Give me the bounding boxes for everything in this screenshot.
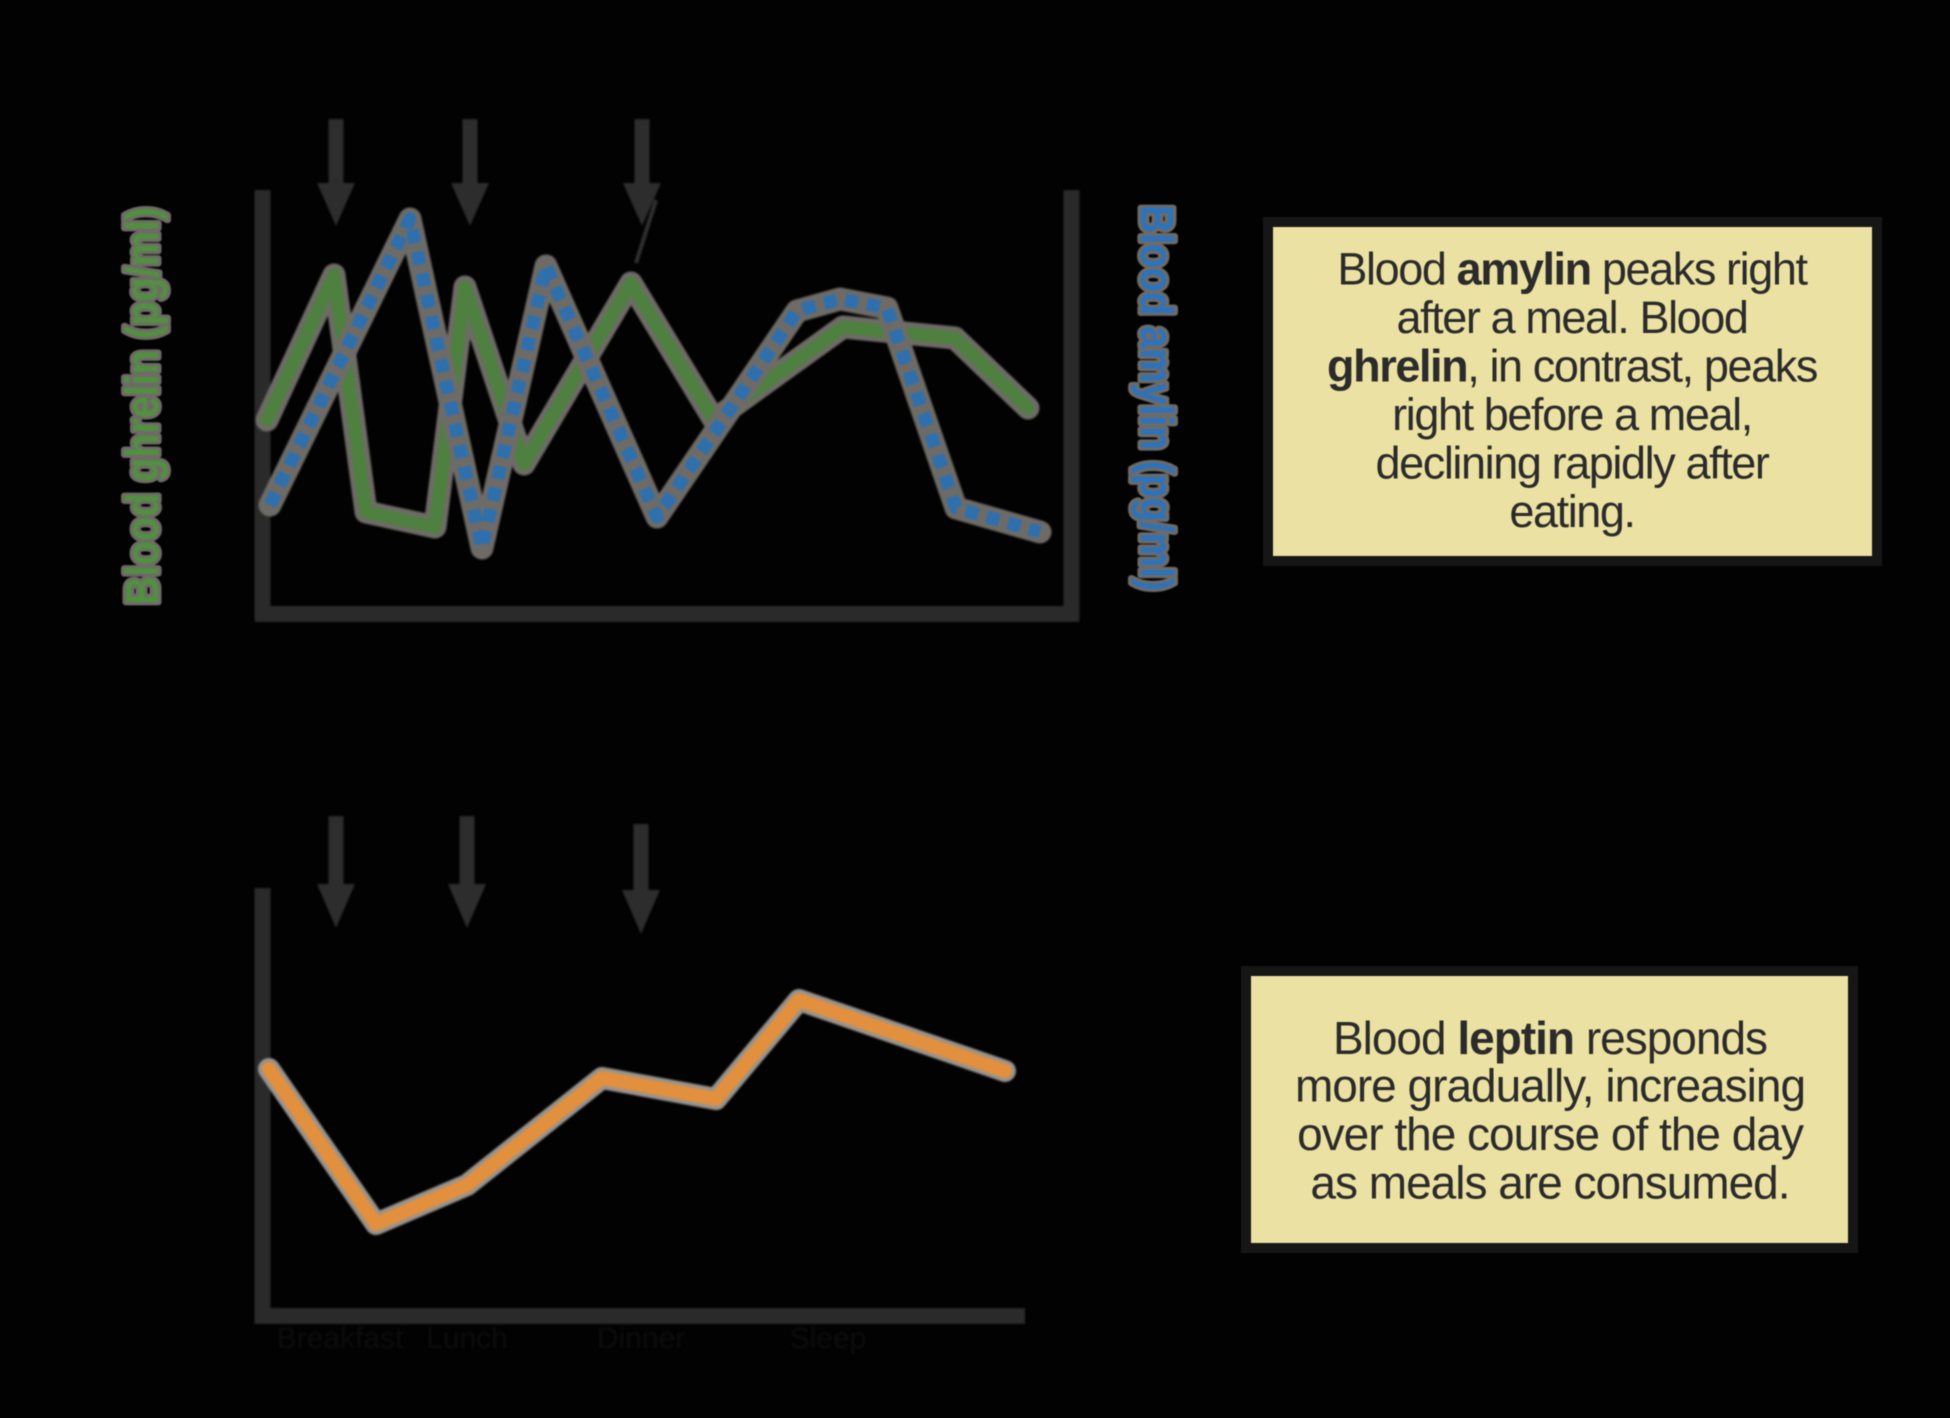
svg-text:Breakfast: Breakfast xyxy=(277,1322,404,1355)
svg-text:over the course of the day: over the course of the day xyxy=(1297,1108,1804,1160)
svg-text:Lunch: Lunch xyxy=(426,1322,508,1355)
svg-text:Dinner: Dinner xyxy=(597,1322,685,1355)
svg-text:declining rapidly after: declining rapidly after xyxy=(1375,438,1769,489)
svg-text:more gradually, increasing: more gradually, increasing xyxy=(1295,1059,1805,1111)
svg-text:Sleep: Sleep xyxy=(790,1322,867,1355)
svg-text:Blood amylin (pg/ml): Blood amylin (pg/ml) xyxy=(1131,205,1183,591)
svg-text:after a meal. Blood: after a meal. Blood xyxy=(1396,292,1747,343)
svg-text:ghrelin, in contrast, peaks: ghrelin, in contrast, peaks xyxy=(1327,341,1817,392)
svg-text:Blood ghrelin (pg/ml): Blood ghrelin (pg/ml) xyxy=(116,207,168,605)
svg-text:eating.: eating. xyxy=(1509,486,1634,537)
svg-text:Blood amylin peaks right: Blood amylin peaks right xyxy=(1337,244,1808,295)
svg-text:as meals are consumed.: as meals are consumed. xyxy=(1310,1157,1789,1209)
svg-text:Blood leptin responds: Blood leptin responds xyxy=(1333,1012,1767,1064)
svg-text:right before a meal,: right before a meal, xyxy=(1392,389,1752,440)
